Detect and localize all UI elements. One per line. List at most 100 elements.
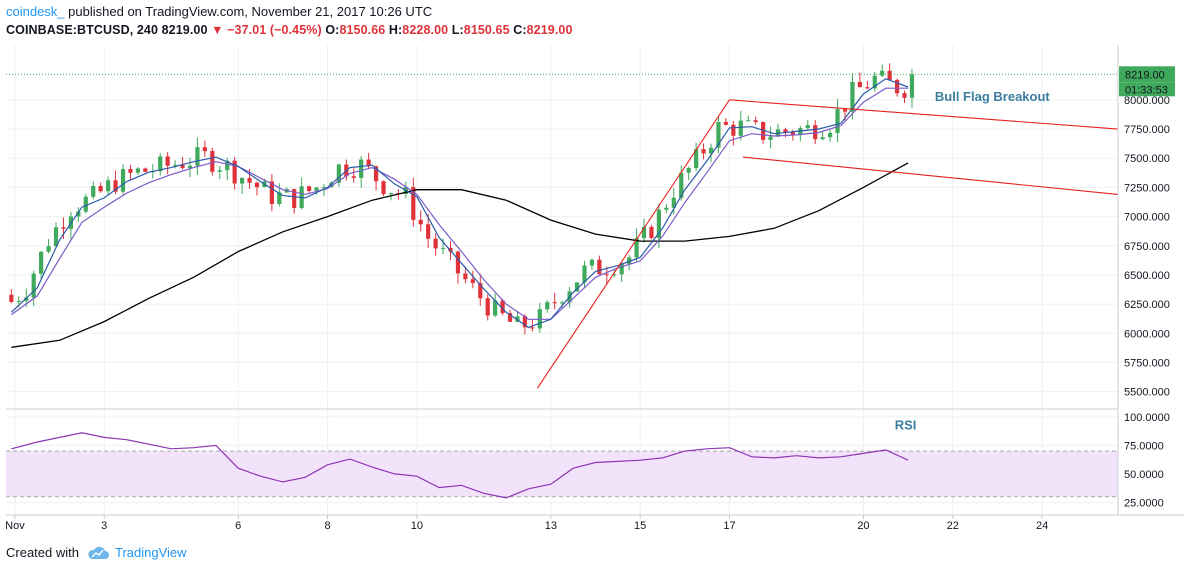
tradingview-link[interactable]: TradingView (87, 544, 187, 562)
high-value: 8228.00 (402, 23, 449, 37)
rsi-band (6, 451, 1118, 497)
annotation-rsi: RSI (895, 417, 917, 432)
candle (306, 185, 312, 194)
candle (463, 266, 468, 284)
trendlines (536, 99, 1119, 389)
tradingview-cloud-icon (88, 546, 109, 559)
candle (292, 188, 297, 214)
candle (686, 166, 691, 181)
candle (418, 210, 423, 232)
candle (545, 300, 550, 313)
trendline-flag-top[interactable] (729, 99, 1119, 130)
candle (76, 207, 81, 223)
candle (165, 151, 170, 175)
y-tick-label: 7000.000 (1124, 212, 1170, 224)
price-change: −37.01 (−0.45%) (227, 23, 322, 37)
y-tick-label: 5750.000 (1124, 357, 1170, 369)
candle (9, 288, 14, 304)
grid-lines (6, 45, 1118, 515)
candle (470, 271, 475, 289)
candle (269, 173, 274, 212)
open-value: 8150.66 (339, 23, 386, 37)
y-tick-label: 5500.000 (1124, 387, 1170, 399)
candle (828, 129, 833, 142)
candle (53, 222, 59, 248)
candle (381, 180, 386, 197)
candle (597, 255, 602, 275)
candle (254, 181, 260, 196)
footer: Created with TradingView (6, 544, 187, 562)
last-price: 8219.00 (161, 23, 208, 37)
symbol-name[interactable]: COINBASE:BTCUSD, 240 (6, 23, 159, 37)
candle (210, 147, 215, 176)
candle (351, 168, 356, 183)
x-tick-label: 15 (634, 520, 646, 532)
publisher-name[interactable]: coindesk_ (6, 4, 65, 19)
candle (813, 119, 818, 145)
candle (440, 238, 446, 255)
y-tick-label: 7500.000 (1124, 153, 1170, 165)
ma-fast-line (10, 78, 909, 329)
ma-slow-line (11, 162, 909, 348)
x-tick-label: Nov (5, 520, 25, 532)
symbol-legend: COINBASE:BTCUSD, 240 8219.00 ▼ −37.01 (−… (6, 21, 573, 39)
candle (493, 293, 498, 318)
close-value: 8219.00 (526, 23, 573, 37)
open-label: O: (325, 23, 340, 37)
candle (31, 270, 36, 306)
ma-mid-line (11, 87, 909, 320)
candle (738, 110, 743, 141)
rsi-tick-label: 25.0000 (1124, 497, 1164, 509)
x-tick-label: 6 (235, 520, 241, 532)
candle (880, 64, 885, 78)
rsi-tick-label: 75.0000 (1124, 440, 1164, 452)
candle (694, 142, 699, 172)
candle (39, 250, 44, 279)
created-with-label: Created with (6, 545, 79, 560)
candle (135, 167, 140, 176)
candle (485, 294, 490, 321)
x-tick-label: 3 (101, 520, 107, 532)
candle (359, 155, 364, 188)
candle (232, 156, 237, 190)
candle (366, 152, 371, 170)
candle (91, 181, 96, 200)
candle (753, 116, 758, 125)
candle (426, 214, 431, 249)
candle (664, 204, 669, 214)
candle (61, 217, 66, 240)
rsi-line (11, 432, 909, 499)
candle (649, 224, 654, 240)
trendline-flag-bottom[interactable] (742, 156, 1119, 195)
trendline-pole[interactable] (536, 99, 730, 389)
candle (902, 90, 907, 103)
candle (217, 166, 222, 179)
rsi-band-lines (6, 450, 1118, 498)
candle (708, 143, 714, 163)
candle (887, 63, 892, 81)
candle (500, 298, 505, 316)
candle (641, 218, 647, 243)
candle (909, 68, 915, 108)
rsi-tick-label: 50.0000 (1124, 469, 1164, 481)
candle (798, 125, 803, 142)
candle (627, 255, 632, 271)
y-tick-label: 7250.000 (1124, 182, 1170, 194)
price-badge-countdown: 01:33:53 (1125, 84, 1168, 96)
candle (336, 163, 341, 188)
low-value: 8150.65 (463, 23, 510, 37)
y-tick-label: 6000.000 (1124, 328, 1170, 340)
annotation-bull-flag: Bull Flag Breakout (935, 89, 1051, 104)
candle (619, 261, 624, 282)
x-tick-label: 10 (411, 520, 423, 532)
x-tick-label: 24 (1036, 520, 1048, 532)
candle (314, 186, 319, 195)
candle (507, 309, 513, 323)
change-arrow-icon: ▼ (211, 23, 224, 37)
high-label: H: (388, 23, 403, 37)
x-tick-label: 8 (324, 520, 330, 532)
candle (120, 164, 126, 195)
candle (857, 72, 862, 88)
candle (731, 120, 736, 146)
